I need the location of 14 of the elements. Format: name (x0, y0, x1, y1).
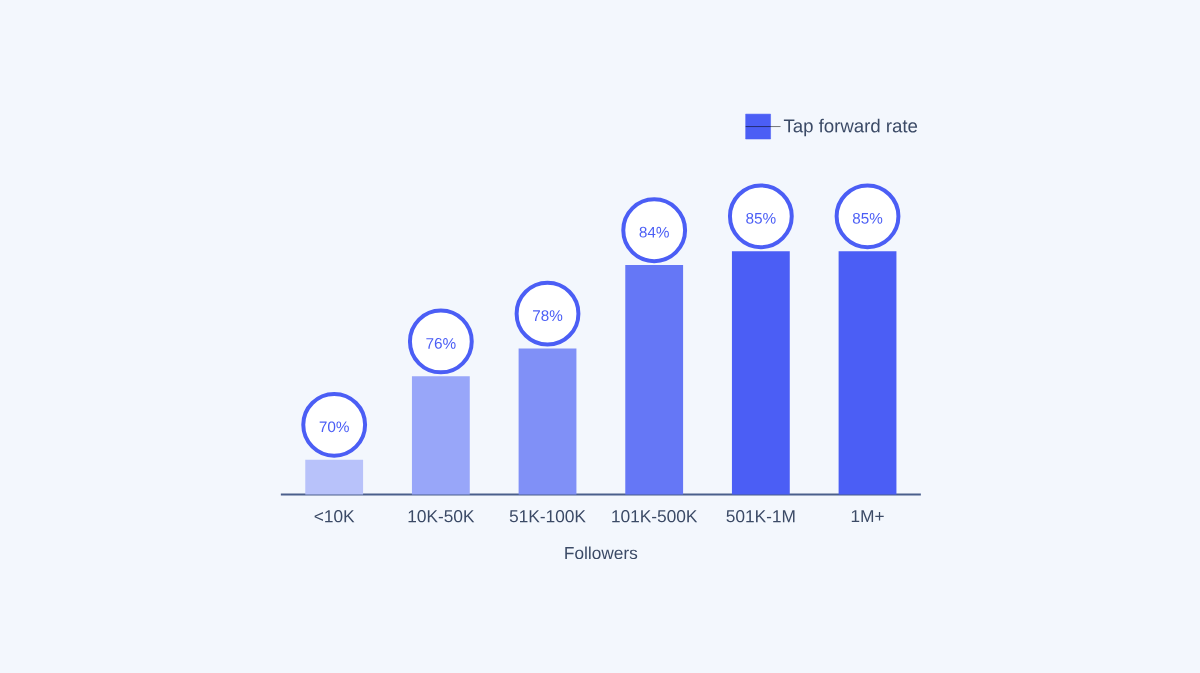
x-tick-label: 10K-50K (408, 510, 475, 523)
data-label: 78% (533, 310, 563, 322)
data-label: 76% (426, 338, 456, 349)
x-tick-label: 101K-500K (612, 510, 698, 523)
legend-label: Tap forward rate (783, 118, 918, 137)
x-tick-label: 1M+ (851, 510, 884, 523)
x-tick-label: <10K (314, 510, 355, 523)
data-label: 85% (852, 212, 883, 224)
x-axis-title: Followers (565, 546, 638, 560)
x-tick-label: 501K-1M (726, 510, 795, 523)
x-tick-label: 51K-100K (509, 510, 586, 523)
data-label: 70% (319, 421, 349, 433)
data-label: 85% (746, 212, 776, 224)
data-label: 84% (639, 226, 669, 238)
